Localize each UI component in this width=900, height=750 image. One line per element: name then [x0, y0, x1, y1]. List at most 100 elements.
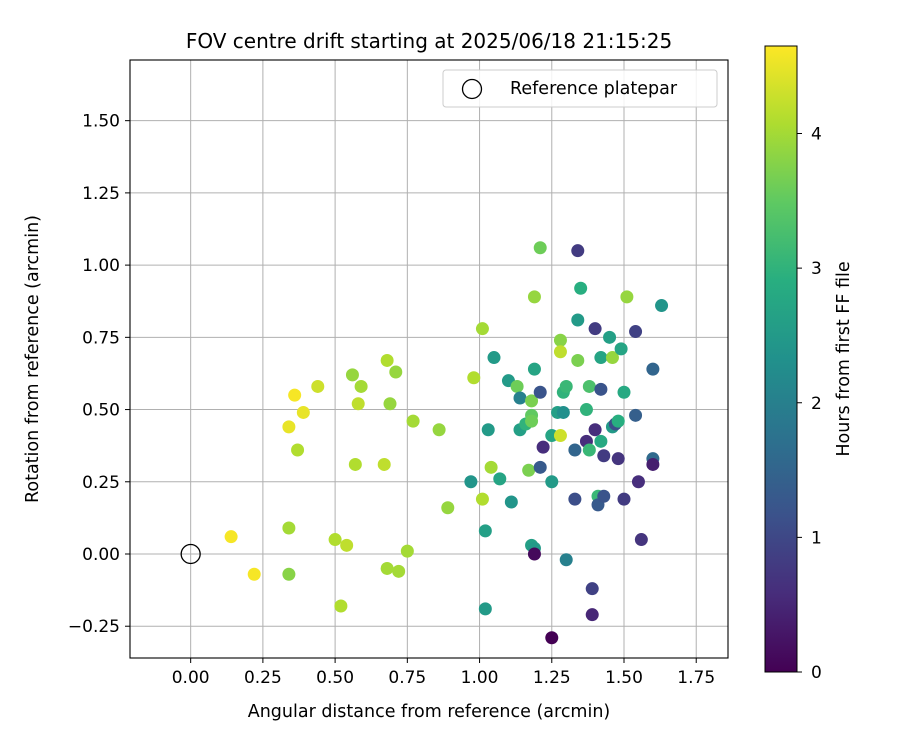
- data-point: [351, 397, 365, 411]
- y-axis-ticks: −0.25 0.00 0.25 0.50 0.75 1.00 1.25 1.50: [68, 112, 130, 637]
- data-point: [553, 429, 567, 443]
- data-point: [487, 351, 501, 365]
- data-point: [348, 457, 362, 471]
- data-point: [594, 351, 608, 365]
- x-tick-label: 0.50: [316, 668, 354, 688]
- data-point: [536, 440, 550, 454]
- data-point: [629, 408, 643, 422]
- grid: [130, 60, 728, 658]
- data-point: [545, 631, 559, 645]
- data-point: [597, 449, 611, 463]
- data-point: [588, 322, 602, 336]
- data-point: [334, 599, 348, 613]
- data-point: [574, 281, 588, 295]
- data-point: [585, 582, 599, 596]
- data-point: [559, 379, 573, 393]
- data-point: [553, 333, 567, 347]
- legend: Reference platepar: [442, 69, 718, 108]
- data-point: [597, 489, 611, 503]
- data-point: [588, 423, 602, 437]
- y-tick-label: 0.75: [82, 328, 120, 348]
- y-tick-label: 1.00: [82, 256, 120, 276]
- data-point: [533, 385, 547, 399]
- data-point: [579, 403, 593, 417]
- y-axis-label: Rotation from reference (arcmin): [23, 215, 43, 503]
- x-tick-label: 0.25: [244, 668, 282, 688]
- data-point: [629, 325, 643, 339]
- x-tick-label: 0.75: [388, 668, 426, 688]
- legend-box: [442, 69, 718, 108]
- data-point: [527, 290, 541, 304]
- data-point: [478, 602, 492, 616]
- data-point: [340, 538, 354, 552]
- x-axis-label: Angular distance from reference (arcmin): [248, 702, 611, 722]
- data-point: [617, 492, 631, 506]
- x-tick-label: 0.00: [172, 668, 210, 688]
- data-point: [282, 420, 296, 434]
- data-point: [527, 547, 541, 561]
- data-point: [611, 414, 625, 428]
- data-point: [345, 368, 359, 382]
- colorbar-label: Hours from first FF file: [834, 261, 854, 456]
- data-point: [603, 330, 617, 344]
- data-point: [328, 533, 342, 547]
- data-point: [582, 443, 596, 457]
- data-point: [481, 423, 495, 437]
- colorbar-tick-label: 3: [811, 259, 822, 279]
- data-point: [611, 452, 625, 466]
- data-point: [478, 524, 492, 538]
- data-point: [288, 388, 302, 402]
- data-point: [617, 385, 631, 399]
- data-point: [522, 463, 536, 477]
- data-point: [614, 342, 628, 356]
- data-point: [525, 414, 539, 428]
- data-point: [571, 313, 585, 327]
- y-tick-label: 0.00: [82, 545, 120, 565]
- data-point: [568, 492, 582, 506]
- data-point: [475, 322, 489, 336]
- data-point: [432, 423, 446, 437]
- x-tick-label: 1.00: [461, 668, 499, 688]
- data-point: [247, 567, 261, 581]
- data-point: [406, 414, 420, 428]
- data-point: [571, 244, 585, 258]
- data-point: [493, 472, 507, 486]
- x-axis-ticks: 0.00 0.25 0.50 0.75 1.00 1.25 1.50 1.75: [172, 658, 715, 688]
- y-tick-label: 0.25: [82, 473, 120, 493]
- data-point: [377, 457, 391, 471]
- chart-title: FOV centre drift starting at 2025/06/18 …: [186, 29, 672, 53]
- data-point: [594, 434, 608, 448]
- legend-label: Reference platepar: [510, 79, 678, 99]
- y-tick-label: 0.50: [82, 401, 120, 421]
- data-point: [380, 561, 394, 575]
- y-tick-label: 1.50: [82, 112, 120, 132]
- colorbar-tick-label: 2: [811, 394, 822, 414]
- data-point: [224, 530, 238, 544]
- x-tick-label: 1.25: [533, 668, 571, 688]
- data-point: [311, 379, 325, 393]
- y-tick-label: −0.25: [68, 617, 120, 637]
- data-points: [224, 241, 669, 645]
- data-point: [380, 353, 394, 367]
- data-point: [400, 544, 414, 558]
- data-point: [553, 345, 567, 359]
- colorbar-ticks: 0 1 2 3 4: [797, 125, 822, 683]
- data-point: [634, 533, 648, 547]
- data-point: [631, 475, 645, 489]
- colorbar-tick-label: 0: [811, 663, 822, 683]
- data-point: [291, 443, 305, 457]
- colorbar-tick-label: 1: [811, 528, 822, 548]
- data-point: [282, 567, 296, 581]
- data-point: [484, 460, 498, 474]
- data-point: [527, 362, 541, 376]
- colorbar: 0 1 2 3 4 Hours from first FF file: [764, 45, 854, 683]
- data-point: [441, 501, 455, 515]
- data-point: [475, 492, 489, 506]
- data-point: [585, 608, 599, 622]
- data-point: [533, 460, 547, 474]
- data-point: [568, 443, 582, 457]
- reference-marker: [180, 543, 201, 565]
- data-point: [392, 564, 406, 578]
- data-point: [504, 495, 518, 509]
